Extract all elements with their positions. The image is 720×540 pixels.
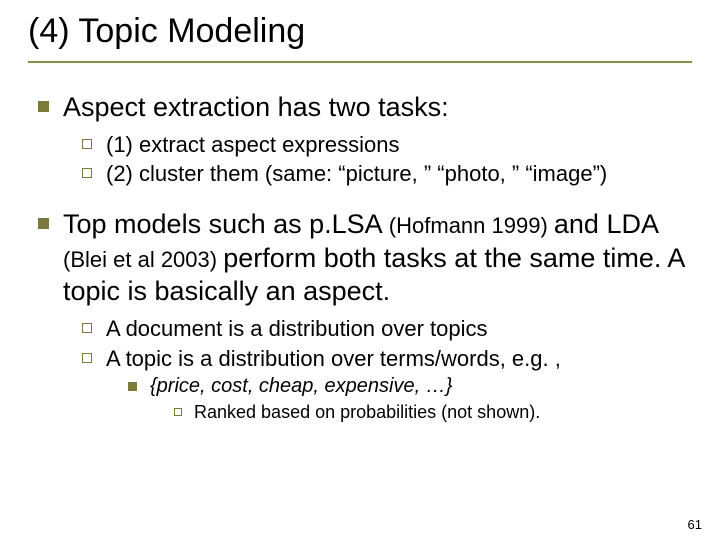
bullet-open-square-icon: [82, 323, 92, 333]
slide-title: (4) Topic Modeling: [28, 12, 692, 51]
list-item: {price, cost, cheap, expensive, …}: [128, 374, 692, 399]
list-item: (2) cluster them (same: “picture, ” “pho…: [82, 160, 692, 188]
list-item: A document is a distribution over topics: [82, 315, 692, 343]
bullet-open-square-icon: [82, 168, 92, 178]
text-run: (Hofmann 1999): [383, 213, 554, 238]
spacer: [28, 190, 692, 208]
bullet-text: Ranked based on probabilities (not shown…: [194, 401, 540, 424]
page-number: 61: [688, 517, 702, 532]
bullet-text: (2) cluster them (same: “picture, ” “pho…: [106, 160, 607, 188]
bullet-open-square-icon: [174, 408, 182, 416]
list-item: Top models such as p.LSA (Hofmann 1999) …: [38, 208, 692, 309]
text-run: Top models such as: [63, 209, 309, 239]
text-run: and: [554, 209, 607, 239]
bullet-text: Aspect extraction has two tasks:: [63, 91, 449, 125]
list-item: Aspect extraction has two tasks:: [38, 91, 692, 125]
title-container: (4) Topic Modeling: [28, 12, 692, 63]
list-item: (1) extract aspect expressions: [82, 131, 692, 159]
list-item: Ranked based on probabilities (not shown…: [174, 401, 692, 424]
bullet-open-square-icon: [82, 353, 92, 363]
bullet-open-square-icon: [82, 139, 92, 149]
text-run: (Blei et al 2003): [63, 247, 223, 272]
bullet-text: A topic is a distribution over terms/wor…: [106, 345, 561, 373]
bullet-square-icon: [38, 101, 49, 112]
bullet-square-icon: [38, 218, 49, 229]
text-run: LDA: [606, 209, 659, 239]
list-item: A topic is a distribution over terms/wor…: [82, 345, 692, 373]
text-run: p.LSA: [309, 209, 383, 239]
bullet-text: A document is a distribution over topics: [106, 315, 488, 343]
bullet-text: {price, cost, cheap, expensive, …}: [150, 374, 452, 399]
bullet-text: Top models such as p.LSA (Hofmann 1999) …: [63, 208, 692, 309]
bullet-square-icon: [128, 382, 137, 391]
bullet-text: (1) extract aspect expressions: [106, 131, 399, 159]
